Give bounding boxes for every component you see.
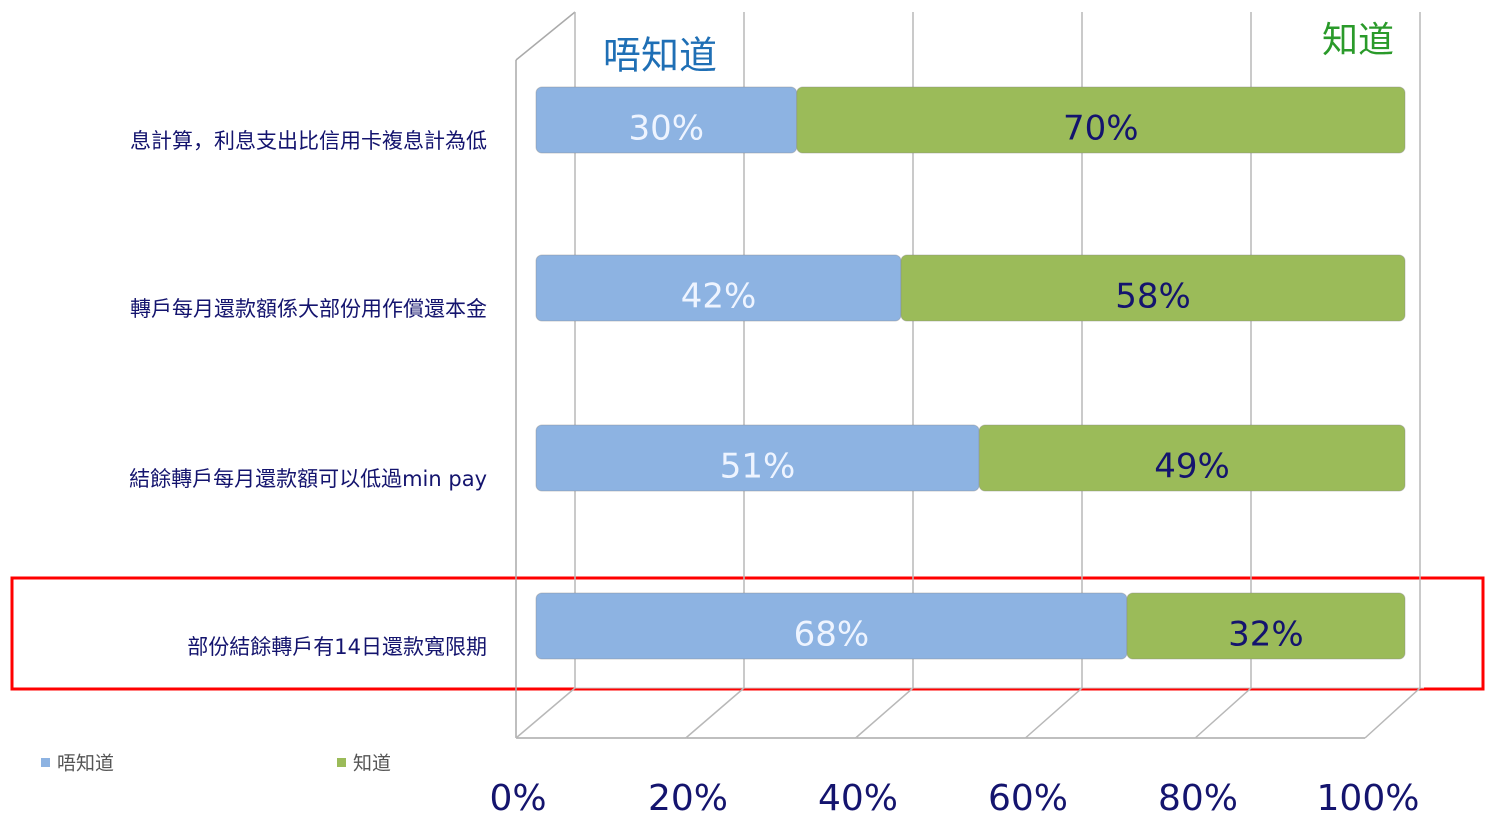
legend-label: 知道 [353, 753, 391, 775]
grid-line [1364, 12, 1421, 739]
value-label: 49% [1154, 447, 1230, 487]
axis-wall [515, 11, 576, 61]
x-tick-label: 40% [818, 778, 898, 819]
annotation: 知道 [1322, 20, 1394, 61]
x-tick-label: 100% [1317, 778, 1420, 819]
category-label: 轉戶每月還款額係大部份用作償還本金 [130, 297, 487, 321]
value-label: 32% [1228, 615, 1304, 655]
value-label: 51% [720, 447, 796, 487]
bar-segment [900, 254, 1406, 322]
value-label: 70% [1063, 109, 1139, 149]
bar-segment [1126, 592, 1406, 660]
x-tick-label: 80% [1158, 778, 1238, 819]
legend-swatch [41, 758, 50, 767]
legend-label: 唔知道 [57, 753, 114, 775]
x-tick-label: 0% [489, 778, 546, 819]
annotation: 唔知道 [603, 34, 717, 78]
category-label: 結餘轉戶每月還款額可以低過min pay [129, 467, 487, 491]
bar-segment [796, 86, 1406, 154]
grid-line [1024, 12, 1083, 739]
highlight-box [10, 576, 1485, 691]
bar-segment [978, 424, 1406, 492]
bar-segment [535, 592, 1128, 660]
category-label: 息計算，利息支出比信用卡複息計為低 [130, 129, 487, 153]
x-tick-label: 60% [988, 778, 1068, 819]
value-label: 68% [794, 615, 870, 655]
legend-swatch [337, 758, 346, 767]
value-label: 58% [1115, 277, 1191, 317]
grid-line [855, 12, 914, 739]
grid-line [1194, 12, 1252, 739]
category-label: 部份結餘轉戶有14日還款寬限期 [187, 635, 487, 659]
value-label: 30% [629, 109, 705, 149]
grid-line [685, 12, 745, 739]
grid-line [515, 12, 576, 739]
x-tick-label: 20% [648, 778, 728, 819]
value-label: 42% [681, 277, 757, 317]
